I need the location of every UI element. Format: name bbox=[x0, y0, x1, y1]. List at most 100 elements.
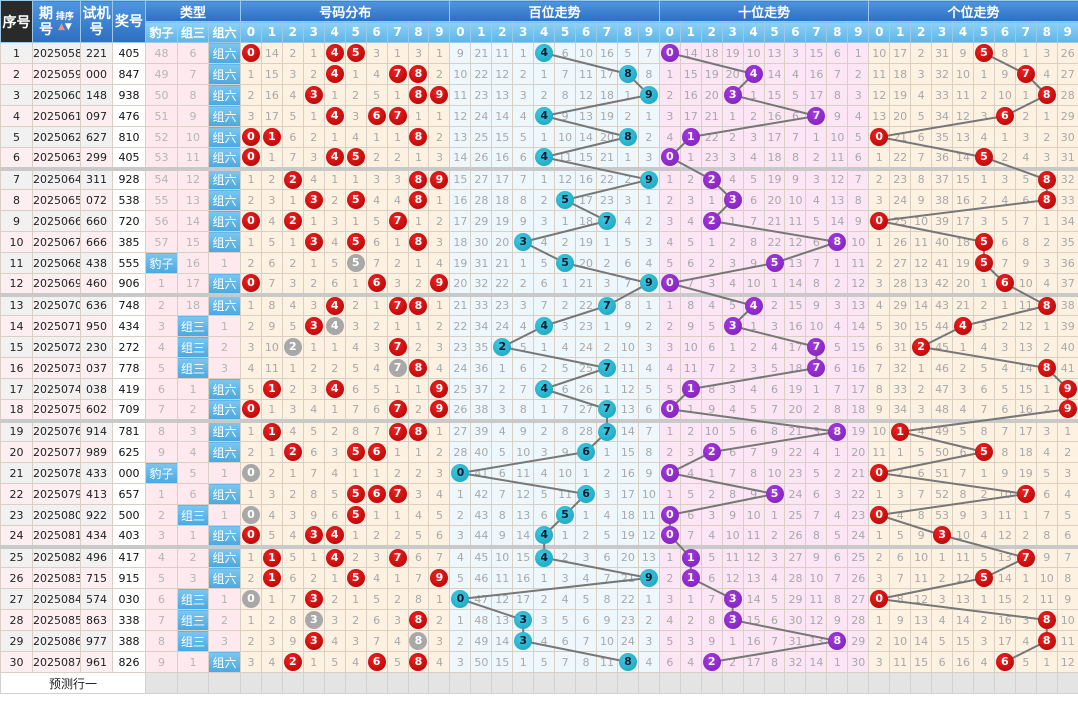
predict-cell[interactable] bbox=[847, 672, 870, 694]
hun-cell: 49 bbox=[470, 630, 493, 652]
one-cell: 8 bbox=[972, 418, 995, 442]
hundreds-digit-header: 8 bbox=[616, 21, 639, 43]
hundreds-digit-header: 5 bbox=[554, 21, 577, 43]
predict-cell[interactable] bbox=[742, 672, 765, 694]
ten-cell: 1 bbox=[679, 588, 702, 610]
predict-cell[interactable] bbox=[679, 672, 702, 694]
one-cell: 43 bbox=[931, 292, 954, 316]
ones-digit-header: 7 bbox=[1014, 21, 1037, 43]
dist-cell: 1 bbox=[428, 105, 451, 127]
dist-cell: 1 bbox=[344, 63, 367, 85]
predict-cell[interactable] bbox=[533, 672, 556, 694]
ten-cell: 13 bbox=[784, 252, 807, 274]
hun-cell: 23 bbox=[596, 189, 618, 211]
hun-cell: 9 bbox=[512, 210, 535, 232]
ten-ball: 5 bbox=[765, 254, 784, 272]
hun-cell: 9 bbox=[554, 105, 577, 127]
predict-cell[interactable] bbox=[993, 672, 1016, 694]
predict-cell[interactable] bbox=[470, 672, 493, 694]
predict-cell[interactable] bbox=[1035, 672, 1058, 694]
dist-digit-header: 8 bbox=[407, 21, 430, 43]
predict-cell[interactable] bbox=[407, 672, 430, 694]
dist-cell: 4 bbox=[407, 504, 430, 526]
dist-cell: 3 bbox=[365, 544, 388, 568]
predict-cell[interactable] bbox=[658, 672, 681, 694]
predict-cell[interactable] bbox=[575, 672, 597, 694]
predict-cell[interactable] bbox=[805, 672, 828, 694]
predict-cell[interactable] bbox=[784, 672, 807, 694]
ten-cell: 24 bbox=[847, 525, 870, 547]
predict-cell[interactable] bbox=[386, 672, 409, 694]
hun-cell: 2 bbox=[449, 630, 472, 652]
ten-cell: 20 bbox=[784, 399, 807, 421]
ten-cell: 6 bbox=[700, 567, 723, 589]
one-cell: 14 bbox=[952, 147, 974, 169]
seq-cell: 2 bbox=[0, 63, 33, 85]
predict-cell[interactable] bbox=[177, 672, 209, 694]
predict-cell[interactable] bbox=[207, 672, 242, 694]
predict-cell[interactable] bbox=[491, 672, 514, 694]
ten-cell: 30 bbox=[847, 651, 870, 673]
predict-cell[interactable] bbox=[596, 672, 618, 694]
predict-cell[interactable] bbox=[428, 672, 451, 694]
dist-cell: 4 bbox=[365, 567, 388, 589]
ten-ball: 7 bbox=[807, 338, 826, 356]
dist-cell: 3 bbox=[281, 399, 304, 421]
hun-cell: 25 bbox=[449, 378, 472, 400]
predict-cell[interactable] bbox=[512, 672, 535, 694]
predict-cell[interactable] bbox=[637, 672, 660, 694]
ten-cell: 3 bbox=[721, 588, 744, 610]
one-cell: 5 bbox=[1014, 166, 1037, 190]
dist-cell: 4 bbox=[302, 166, 325, 190]
predict-cell[interactable] bbox=[763, 672, 786, 694]
predict-cell[interactable] bbox=[145, 672, 178, 694]
predict-cell[interactable] bbox=[449, 672, 472, 694]
hun-ball: 5 bbox=[556, 506, 575, 524]
predict-cell[interactable] bbox=[281, 672, 304, 694]
hun-cell: 1 bbox=[449, 609, 472, 631]
ten-cell: 29 bbox=[784, 588, 807, 610]
predict-cell[interactable] bbox=[868, 672, 891, 694]
predict-cell[interactable] bbox=[910, 672, 933, 694]
hun-cell: 5 bbox=[554, 189, 577, 211]
predict-cell[interactable] bbox=[302, 672, 325, 694]
hun-cell: 1 bbox=[512, 42, 535, 64]
predict-cell[interactable] bbox=[721, 672, 744, 694]
draw-number-cell: 500 bbox=[112, 504, 146, 526]
one-cell: 0 bbox=[868, 210, 891, 232]
predict-cell[interactable] bbox=[260, 672, 283, 694]
dist-cell: 2 bbox=[281, 378, 304, 400]
predict-cell[interactable] bbox=[700, 672, 723, 694]
one-cell: 31 bbox=[931, 42, 954, 64]
hun-cell: 20 bbox=[575, 252, 597, 274]
issue-header-sort[interactable]: 期号 排序 ▲▼ bbox=[32, 0, 81, 43]
predict-cell[interactable] bbox=[616, 672, 639, 694]
sort-control[interactable]: 排序 ▲▼ bbox=[56, 12, 74, 32]
ten-cell: 1 bbox=[826, 651, 849, 673]
predict-cell[interactable] bbox=[323, 672, 346, 694]
ten-cell: 3 bbox=[658, 105, 681, 127]
predict-cell[interactable] bbox=[240, 672, 262, 694]
predict-cell[interactable] bbox=[889, 672, 912, 694]
predict-cell[interactable] bbox=[344, 672, 367, 694]
hun-cell: 43 bbox=[470, 504, 493, 526]
ten-ball: 7 bbox=[807, 359, 826, 377]
seq-cell: 14 bbox=[0, 315, 33, 337]
predict-cell[interactable] bbox=[826, 672, 849, 694]
predict-cell[interactable] bbox=[554, 672, 577, 694]
ten-cell: 1 bbox=[679, 399, 702, 421]
dist-ball: 1 bbox=[262, 128, 281, 146]
one-cell: 34 bbox=[889, 399, 912, 421]
dist-cell: 1 bbox=[260, 418, 283, 442]
predict-cell[interactable] bbox=[952, 672, 974, 694]
predict-cell[interactable] bbox=[1014, 672, 1037, 694]
one-cell: 15 bbox=[952, 630, 974, 652]
dist-cell: 3 bbox=[260, 630, 283, 652]
predict-cell[interactable] bbox=[972, 672, 995, 694]
hun-cell: 15 bbox=[491, 651, 514, 673]
predict-cell[interactable] bbox=[931, 672, 954, 694]
draw-number-cell: 938 bbox=[112, 84, 146, 106]
predict-cell[interactable] bbox=[365, 672, 388, 694]
predict-cell[interactable] bbox=[1056, 672, 1078, 694]
